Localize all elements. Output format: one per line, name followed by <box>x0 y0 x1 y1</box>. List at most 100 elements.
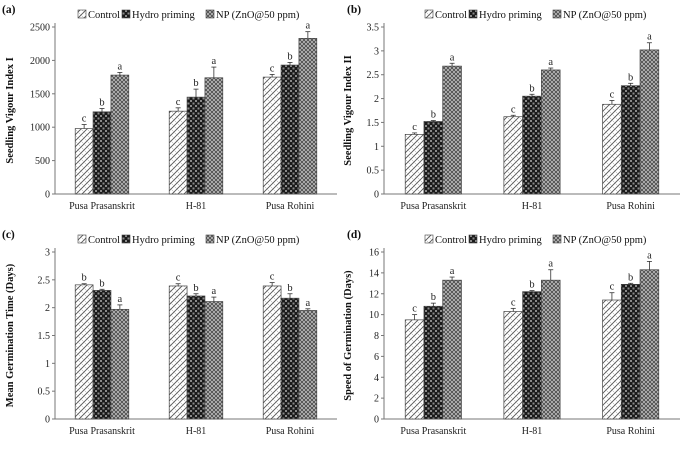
y-axis-label: Speed of Germination (Days) <box>343 270 354 401</box>
bar-control <box>503 116 523 195</box>
y-tick-label: 1000 <box>30 123 50 134</box>
y-axis-label: Mean Germination Time (Days) <box>5 263 16 407</box>
legend-swatch-control <box>77 9 87 19</box>
category-group-0: c b a Pusa Prasanskrit <box>69 61 135 212</box>
legend-label-hydro-priming: Hydro priming <box>479 235 542 246</box>
significance-letter: c <box>511 104 516 115</box>
bar-control <box>503 311 523 420</box>
significance-letter: a <box>118 294 123 305</box>
significance-letter: a <box>647 250 652 261</box>
category-group-2: c b a Pusa Rohini <box>602 32 660 212</box>
significance-letter: a <box>450 52 455 63</box>
significance-letter: c <box>176 97 181 108</box>
category-group-2: c b a Pusa Rohini <box>262 272 318 437</box>
significance-letter: a <box>212 286 217 297</box>
significance-letter: b <box>431 292 436 303</box>
bar-hydro-priming <box>92 111 112 195</box>
significance-letter: a <box>647 32 652 43</box>
category-group-2: c b a Pusa Rohini <box>602 250 660 437</box>
significance-letter: a <box>306 21 311 32</box>
bar-hydro-priming <box>186 295 206 420</box>
y-tick-label: 16 <box>369 248 379 259</box>
y-tick-label: 10 <box>369 310 379 321</box>
legend-swatch-control <box>77 234 87 244</box>
significance-letter: b <box>529 83 534 94</box>
legend-swatch-hydro-priming <box>468 234 478 244</box>
category-group-0: b b a Pusa Prasanskrit <box>69 273 135 437</box>
bar-hydro-priming <box>280 64 300 195</box>
significance-letter: c <box>270 272 275 283</box>
y-tick-label: 0.5 <box>38 387 51 398</box>
category-group-1: c b a H-81 <box>168 273 224 437</box>
x-tick-label: Pusa Rohini <box>266 426 315 437</box>
significance-letter: c <box>82 114 87 125</box>
y-tick-label: 0 <box>374 190 379 201</box>
legend-swatch-control <box>424 9 434 19</box>
y-tick-label: 1 <box>374 142 379 153</box>
significance-letter: b <box>529 280 534 291</box>
bar-hydro-priming <box>423 121 444 195</box>
legend: Control Hydro priming NP (ZnO@50 ppm) <box>77 9 300 21</box>
y-tick-label: 1.5 <box>367 118 380 129</box>
bar-hydro-priming <box>620 284 641 420</box>
significance-letter: c <box>412 122 417 133</box>
y-tick-label: 2000 <box>30 56 50 67</box>
legend-swatch-hydro-priming <box>121 9 131 19</box>
legend-label-np-zno: NP (ZnO@50 ppm) <box>563 10 647 21</box>
y-tick-label: 2 <box>374 94 379 105</box>
y-axis-label: Seedling Vigour Index II <box>343 55 354 165</box>
significance-letter: a <box>450 266 455 277</box>
significance-letter: b <box>287 51 292 62</box>
x-tick-label: H-81 <box>522 201 543 212</box>
significance-letter: b <box>193 283 198 294</box>
x-tick-label: Pusa Prasanskrit <box>69 426 135 437</box>
y-tick-label: 2 <box>45 303 50 314</box>
y-tick-label: 3 <box>45 248 50 259</box>
bar-hydro-priming <box>92 290 112 420</box>
bar-hydro-priming <box>620 85 641 195</box>
chart-panel-c: (c) Mean Germination Time (Days) 0 0.5 1 1.5 2… <box>2 229 337 437</box>
bar-np-zno <box>204 301 224 420</box>
bar-np-zno <box>639 269 660 420</box>
bar-control <box>602 103 622 195</box>
y-tick-label: 0 <box>374 415 379 426</box>
y-tick-label: 2 <box>374 394 379 405</box>
y-tick-label: 1500 <box>30 89 50 100</box>
y-tick-label: 2.5 <box>38 275 51 286</box>
y-tick-label: 14 <box>369 268 379 279</box>
bar-control <box>262 76 282 195</box>
bar-control <box>602 299 622 420</box>
bar-hydro-priming <box>186 96 206 195</box>
legend-label-control: Control <box>435 10 467 21</box>
bar-np-zno <box>442 279 462 420</box>
significance-letter: b <box>628 272 633 283</box>
bar-control <box>404 134 425 195</box>
y-tick-label: 6 <box>374 352 379 363</box>
legend-swatch-control <box>424 234 434 244</box>
legend-label-np-zno: NP (ZnO@50 ppm) <box>563 235 647 246</box>
bar-np-zno <box>204 77 224 195</box>
y-tick-label: 4 <box>374 373 379 384</box>
significance-letter: a <box>548 259 553 270</box>
significance-letter: a <box>306 298 311 309</box>
y-tick-label: 0 <box>45 415 50 426</box>
category-group-2: c b a Pusa Rohini <box>262 21 318 212</box>
legend: Control Hydro priming NP (ZnO@50 ppm) <box>77 234 300 246</box>
y-tick-label: 3 <box>374 46 379 57</box>
significance-letter: b <box>287 283 292 294</box>
category-group-1: c b a H-81 <box>168 56 224 212</box>
y-tick-label: 3.5 <box>367 23 380 34</box>
x-tick-label: H-81 <box>186 201 207 212</box>
legend-label-hydro-priming: Hydro priming <box>132 235 195 246</box>
x-tick-label: H-81 <box>522 426 543 437</box>
significance-letter: b <box>82 273 87 284</box>
legend-swatch-np-zno <box>205 9 215 19</box>
x-tick-label: H-81 <box>186 426 207 437</box>
legend-swatch-hydro-priming <box>468 9 478 19</box>
bar-np-zno <box>298 38 318 195</box>
bar-hydro-priming <box>522 95 542 195</box>
significance-letter: b <box>193 78 198 89</box>
bar-control <box>262 285 282 420</box>
y-tick-label: 500 <box>35 156 50 167</box>
significance-letter: b <box>431 110 436 121</box>
